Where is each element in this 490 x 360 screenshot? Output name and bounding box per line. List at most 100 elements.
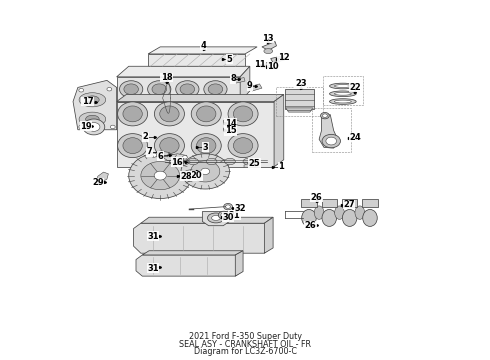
Polygon shape xyxy=(234,77,245,83)
Ellipse shape xyxy=(196,138,216,154)
Polygon shape xyxy=(148,54,245,66)
Polygon shape xyxy=(152,151,170,157)
Ellipse shape xyxy=(243,158,254,165)
Text: 22: 22 xyxy=(349,83,361,92)
Polygon shape xyxy=(286,108,313,112)
Ellipse shape xyxy=(330,83,356,89)
Ellipse shape xyxy=(201,168,210,175)
Bar xyxy=(362,198,378,207)
Ellipse shape xyxy=(188,158,198,165)
Bar xyxy=(276,87,322,116)
Text: 18: 18 xyxy=(161,73,172,82)
Ellipse shape xyxy=(88,122,100,131)
Text: 14: 14 xyxy=(224,119,236,128)
Polygon shape xyxy=(73,80,117,130)
Text: 5: 5 xyxy=(226,55,232,64)
Polygon shape xyxy=(240,66,250,102)
Text: 15: 15 xyxy=(224,126,236,135)
Polygon shape xyxy=(117,102,274,167)
Polygon shape xyxy=(163,154,187,161)
Ellipse shape xyxy=(322,134,341,148)
Ellipse shape xyxy=(265,62,271,66)
Text: 4: 4 xyxy=(201,41,207,50)
Text: 32: 32 xyxy=(234,203,246,212)
Ellipse shape xyxy=(302,210,316,226)
Ellipse shape xyxy=(129,153,192,198)
Text: 8: 8 xyxy=(230,74,236,83)
Text: 7: 7 xyxy=(147,147,152,156)
Ellipse shape xyxy=(180,84,195,94)
Text: 26: 26 xyxy=(304,221,316,230)
Text: 20: 20 xyxy=(191,171,202,180)
Ellipse shape xyxy=(79,125,84,129)
Text: 2: 2 xyxy=(143,132,148,141)
Ellipse shape xyxy=(170,158,180,165)
Ellipse shape xyxy=(260,64,267,68)
Text: 9: 9 xyxy=(247,81,253,90)
Ellipse shape xyxy=(320,112,329,119)
Text: 11: 11 xyxy=(254,60,266,69)
Ellipse shape xyxy=(182,156,187,159)
Ellipse shape xyxy=(355,206,365,219)
Ellipse shape xyxy=(191,161,220,182)
Ellipse shape xyxy=(334,93,351,95)
Polygon shape xyxy=(223,126,229,134)
Ellipse shape xyxy=(181,154,229,189)
Bar xyxy=(312,108,351,152)
Polygon shape xyxy=(117,77,240,102)
Ellipse shape xyxy=(314,206,324,219)
Ellipse shape xyxy=(120,81,143,98)
Polygon shape xyxy=(319,114,339,148)
Ellipse shape xyxy=(176,81,199,98)
Ellipse shape xyxy=(208,84,223,94)
Ellipse shape xyxy=(228,102,258,126)
Text: 30: 30 xyxy=(222,213,234,222)
Ellipse shape xyxy=(219,211,229,219)
Ellipse shape xyxy=(154,171,166,180)
Ellipse shape xyxy=(322,210,337,226)
Bar xyxy=(285,89,314,109)
Text: 28: 28 xyxy=(180,172,192,181)
Text: 2021 Ford F-350 Super Duty: 2021 Ford F-350 Super Duty xyxy=(189,332,301,341)
Ellipse shape xyxy=(334,85,351,87)
Polygon shape xyxy=(274,94,284,167)
Text: 25: 25 xyxy=(249,159,261,168)
Polygon shape xyxy=(262,41,276,50)
Ellipse shape xyxy=(79,93,106,107)
Ellipse shape xyxy=(207,213,224,223)
Polygon shape xyxy=(202,212,229,226)
Ellipse shape xyxy=(326,137,337,145)
Text: 27: 27 xyxy=(343,200,355,209)
Ellipse shape xyxy=(86,96,99,104)
Text: 21: 21 xyxy=(228,211,240,220)
Polygon shape xyxy=(223,118,229,126)
Ellipse shape xyxy=(206,158,217,165)
Ellipse shape xyxy=(152,84,167,94)
Ellipse shape xyxy=(335,206,344,219)
Polygon shape xyxy=(265,217,273,253)
Polygon shape xyxy=(134,223,271,253)
Ellipse shape xyxy=(334,100,351,103)
Polygon shape xyxy=(136,255,243,276)
Ellipse shape xyxy=(160,138,179,154)
Ellipse shape xyxy=(343,210,357,226)
Text: 29: 29 xyxy=(92,178,103,187)
Ellipse shape xyxy=(224,158,235,165)
Bar xyxy=(301,198,317,207)
Ellipse shape xyxy=(151,153,157,157)
Ellipse shape xyxy=(223,203,232,210)
Polygon shape xyxy=(142,251,243,255)
Polygon shape xyxy=(250,84,262,91)
Ellipse shape xyxy=(160,106,179,122)
Ellipse shape xyxy=(264,49,272,54)
Ellipse shape xyxy=(233,138,253,154)
Ellipse shape xyxy=(86,115,99,123)
Ellipse shape xyxy=(110,125,115,129)
Ellipse shape xyxy=(330,99,356,104)
Polygon shape xyxy=(270,56,285,63)
Ellipse shape xyxy=(196,106,216,122)
Text: 23: 23 xyxy=(295,80,307,89)
Polygon shape xyxy=(235,251,243,276)
Polygon shape xyxy=(117,66,250,77)
Ellipse shape xyxy=(330,91,356,96)
